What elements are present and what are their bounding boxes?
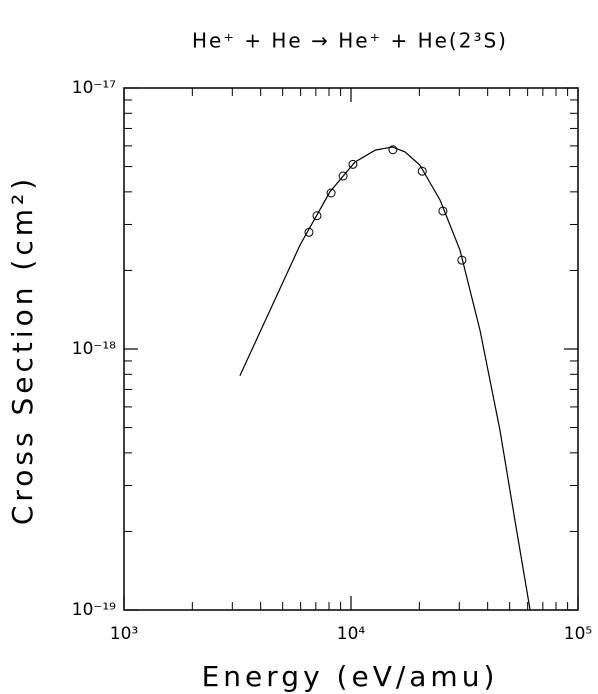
x-axis-label: Energy (eV/amu) <box>202 660 499 693</box>
y-tick-label: 10⁻¹⁸ <box>72 339 116 359</box>
y-tick-label: 10⁻¹⁷ <box>72 78 116 98</box>
data-point <box>312 211 322 221</box>
y-axis-label: Cross Section (cm²) <box>6 175 39 525</box>
data-point <box>338 171 348 181</box>
data-point <box>304 227 314 237</box>
data-point <box>457 255 467 265</box>
x-tick-label: 10⁵ <box>564 624 592 644</box>
y-tick-label: 10⁻¹⁹ <box>72 600 116 620</box>
chart-title: He⁺ + He → He⁺ + He(2³S) <box>192 29 508 53</box>
x-tick-label: 10³ <box>110 624 138 644</box>
data-point <box>438 206 448 216</box>
x-tick-label: 10⁴ <box>337 624 366 644</box>
data-point <box>326 188 336 198</box>
fit-curve <box>239 146 531 611</box>
data-point <box>417 166 427 176</box>
data-point <box>348 159 358 169</box>
data-point <box>388 145 398 155</box>
